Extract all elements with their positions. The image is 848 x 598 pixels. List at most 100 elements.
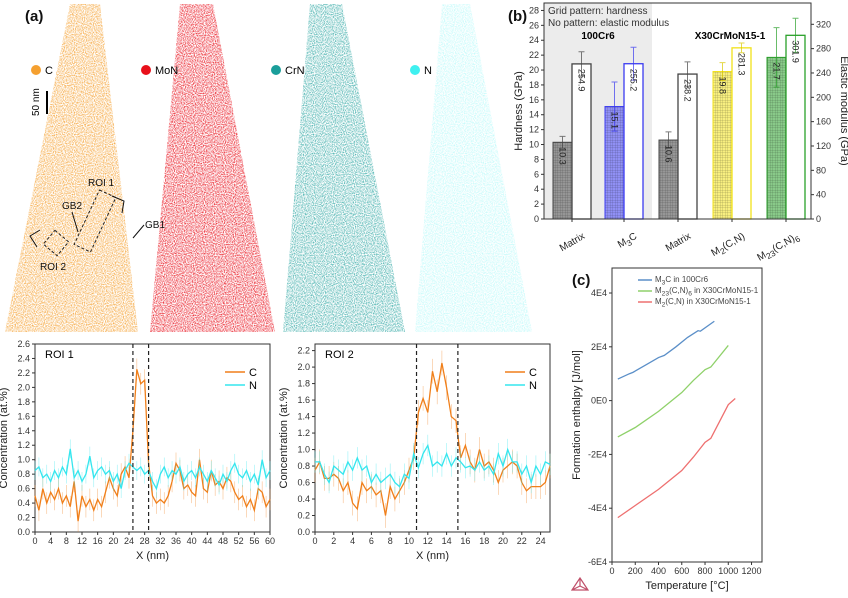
y-tick-label: 22: [529, 50, 539, 60]
roi1-profile-chart: 0 4 8 12 16 20 24 28 32 36 40 44 48 52 56 600.00.20.40.…: [0, 339, 275, 562]
y-tick-label: 0.6: [17, 484, 30, 494]
y2-tick-label: 200: [816, 92, 831, 102]
y-tick-label: 4: [534, 184, 539, 194]
error-bar: [792, 17, 799, 53]
y2-tick-label: 120: [816, 141, 831, 151]
legend-label-mon: MoN: [155, 65, 178, 77]
x-tick-label: 48: [218, 536, 228, 546]
x-axis-label: X (nm): [416, 550, 449, 562]
x-tick-label: 600: [674, 566, 689, 576]
hardness-value-label: 15.1: [610, 112, 620, 130]
series-n: [314, 434, 551, 498]
y2-tick-label: 0: [816, 214, 821, 224]
x-tick-label: 20: [108, 536, 118, 546]
y-tick-label: 1.4: [17, 426, 30, 436]
plot-frame: [543, 2, 812, 220]
y2-axis-label: Elastic modulus (GPa): [838, 56, 848, 165]
hardness-value-label: 21.7: [772, 62, 782, 80]
x-tick-label: 12: [77, 536, 87, 546]
y-tick-label: 24: [529, 35, 539, 45]
plot-frame: [611, 267, 763, 563]
error-bar: [665, 131, 672, 149]
series-line-n: [34, 448, 271, 491]
y-tick-label: 1.8: [17, 397, 30, 407]
x-tick-label: 6: [369, 536, 374, 546]
y-tick-label: 2.2: [17, 368, 30, 378]
atom-maps: (a) C MoN CrN N 50 nm ROI 1 GB2 GB1 ROI 2: [5, 4, 532, 332]
y-tick-label: 16: [529, 95, 539, 105]
crn-atom-map: [283, 4, 405, 332]
legend-label-crn: CrN: [285, 65, 305, 77]
roi-title: ROI 2: [325, 349, 354, 361]
y-tick-label: 6: [534, 169, 539, 179]
x-tick-label: 0: [32, 536, 37, 546]
y-tick-label: 14: [529, 110, 539, 120]
x-tick-label: 800: [698, 566, 713, 576]
hardness-value-label: 10.6: [664, 145, 674, 163]
y-tick-label: 1.4: [297, 412, 310, 422]
x-tick-label: 4: [48, 536, 53, 546]
x-tick-label: 0: [312, 536, 317, 546]
error-bar: [630, 46, 637, 81]
carbon-atom-map: [5, 4, 138, 332]
scale-bar-label: 50 nm: [31, 88, 42, 116]
formation-enthalpy-chart: 0 200 400 600 800 1000 1200 -6E4 -4E4 -2E4 0E0 2E4 4…: [571, 267, 763, 592]
x-tick-label: 200: [628, 566, 643, 576]
x-tick-label: 32: [155, 536, 165, 546]
y-tick-label: 26: [529, 20, 539, 30]
y-tick-label: 2.0: [297, 362, 310, 372]
series-c: [314, 350, 551, 528]
x-tick-label: 20: [498, 536, 508, 546]
x-tick-label: 0: [609, 566, 614, 576]
mon-atom-map: [150, 4, 275, 332]
panel-label-a: (a): [25, 8, 43, 25]
y2-tick-label: 240: [816, 68, 831, 78]
y-tick-label: 2.4: [17, 353, 30, 363]
pattern-legend-line: No pattern: elastic modulus: [548, 18, 669, 29]
legend-label-wrap: M3C in 100Cr6: [655, 275, 708, 286]
y-tick-label: 0: [534, 214, 539, 224]
y-tick-label: 0.0: [297, 527, 310, 537]
modulus-value-label: 238.2: [683, 79, 693, 102]
y-tick-label: 0E0: [591, 396, 607, 406]
y-tick-label: -4E4: [588, 503, 607, 513]
n-atom-map: [415, 4, 532, 332]
y-tick-label: 1.8: [297, 379, 310, 389]
x-tick-label: 28: [140, 536, 150, 546]
error-bar: [559, 135, 566, 149]
series-line-1: [617, 345, 729, 438]
y2-tick-label: 320: [816, 19, 831, 29]
y-tick-label: 28: [529, 5, 539, 15]
x-tick-label: 400: [651, 566, 666, 576]
x-tick-label: 16: [460, 536, 470, 546]
gb1-label: GB1: [145, 220, 165, 231]
y-tick-label: 1.6: [297, 395, 310, 405]
roi2-axes-icon: [29, 229, 41, 248]
y-tick-label: 4E4: [591, 288, 607, 298]
panel-label-b: (b): [508, 8, 527, 25]
legend-label-n: N: [249, 380, 257, 392]
x-axis-label: Temperature [°C]: [645, 580, 728, 592]
y-tick-label: 10: [529, 140, 539, 150]
y2-tick-label: 80: [816, 165, 826, 175]
series-line-c: [314, 362, 551, 516]
y-tick-label: 1.2: [297, 428, 310, 438]
gb2-label: GB2: [62, 201, 82, 212]
y-tick-label: 2.6: [17, 339, 30, 349]
roi2-label: ROI 2: [40, 262, 67, 273]
nanoindentation-bar-chart: 0246810121416182022242628040801201602002…: [513, 2, 848, 264]
modulus-bar: [785, 34, 806, 220]
error-bar: [684, 61, 691, 87]
y-tick-label: 0.2: [17, 513, 30, 523]
x-tick-label: 24: [536, 536, 546, 546]
error-bar: [738, 42, 745, 54]
x-tick-label: 36: [171, 536, 181, 546]
y-tick-label: -2E4: [588, 449, 607, 459]
y-tick-label: 1.6: [17, 411, 30, 421]
modulus-value-label: 281.3: [737, 53, 747, 76]
y-tick-label: 8: [534, 154, 539, 164]
x-tick-label: 52: [234, 536, 244, 546]
x-tick-label: 4: [350, 536, 355, 546]
series-line-2: [617, 397, 736, 519]
